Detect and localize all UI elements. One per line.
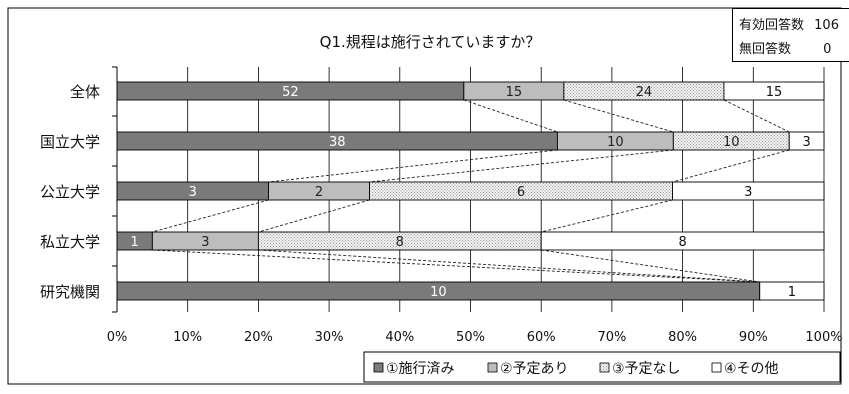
data-label: 6 (517, 185, 525, 200)
series-line (258, 249, 760, 283)
x-tick-label: 10% (173, 330, 202, 345)
x-tick-label: 20% (244, 330, 273, 345)
chart-frame (7, 7, 842, 385)
bar-segment (672, 181, 825, 201)
legend-label: ③予定なし (612, 361, 681, 377)
data-label: 3 (201, 235, 209, 250)
response-count-box: 有効回答数 106 無回答数 0 (732, 8, 849, 62)
legend: ①施行済み ②予定あり ③予定なし ④その他 (363, 351, 841, 383)
category-label: 私立大学 (40, 233, 100, 251)
legend-swatch (711, 362, 722, 373)
series-line (672, 149, 790, 183)
series-line (541, 199, 673, 233)
data-label: 3 (744, 185, 752, 200)
category-label: 公立大学 (40, 183, 100, 201)
bar-segment (723, 81, 825, 101)
series-line (463, 99, 558, 133)
x-tick-label: 0% (107, 330, 128, 345)
no-response-label: 無回答数 (739, 42, 792, 57)
data-label: 10 (723, 135, 740, 150)
data-label: 3 (802, 135, 810, 150)
data-label: 10 (430, 285, 447, 300)
data-label: 1 (788, 285, 796, 300)
data-label: 8 (678, 235, 686, 250)
data-label: 2 (315, 185, 323, 200)
x-tick-label: 30% (315, 330, 344, 345)
legend-label: ②予定あり (500, 361, 569, 377)
legend-swatch (599, 362, 610, 373)
legend-label: ①施行済み (386, 361, 455, 377)
x-tick-labels: 0% 10% 20% 30% 40% 50% 60% 70% 80% 90% 100% (107, 330, 843, 345)
legend-label: ④その他 (724, 361, 779, 377)
data-label: 10 (607, 135, 624, 150)
category-label: 国立大学 (40, 133, 100, 151)
x-tick-label: 50% (456, 330, 485, 345)
data-label: 8 (396, 235, 404, 250)
series-line (268, 149, 558, 183)
series-lines (152, 99, 790, 283)
data-label: 52 (282, 85, 299, 100)
no-response-value: 0 (823, 42, 832, 57)
category-label: 研究機関 (40, 283, 100, 301)
legend-swatch (373, 362, 384, 373)
x-tick-label: 100% (805, 330, 842, 345)
data-label: 15 (766, 85, 783, 100)
data-label: 1 (131, 235, 139, 250)
data-label: 15 (506, 85, 523, 100)
data-label: 38 (329, 135, 346, 150)
valid-responses-value: 106 (814, 18, 839, 33)
bar-segment (759, 281, 825, 301)
data-label: 24 (636, 85, 653, 100)
series-line (563, 99, 674, 133)
x-tick-label: 80% (668, 330, 697, 345)
x-tick-label: 90% (739, 330, 768, 345)
valid-responses-label: 有効回答数 (739, 18, 805, 33)
series-line (723, 99, 790, 133)
series-line (369, 149, 674, 183)
valid-responses-row: 有効回答数 106 (739, 14, 839, 33)
series-line (152, 249, 760, 283)
x-tick-label: 70% (597, 330, 626, 345)
bar-segment (540, 231, 825, 251)
no-response-row: 無回答数 0 (739, 38, 831, 57)
category-label: 全体 (70, 83, 100, 101)
series-line (152, 199, 269, 233)
series-line (541, 249, 760, 283)
x-tick-label: 60% (527, 330, 556, 345)
bar-segment (788, 131, 825, 151)
legend-swatch (487, 362, 498, 373)
series-line (258, 199, 370, 233)
chart-title: Q1.規程は施行されていますか？ (320, 33, 541, 51)
data-label: 3 (189, 185, 197, 200)
x-tick-label: 40% (385, 330, 414, 345)
